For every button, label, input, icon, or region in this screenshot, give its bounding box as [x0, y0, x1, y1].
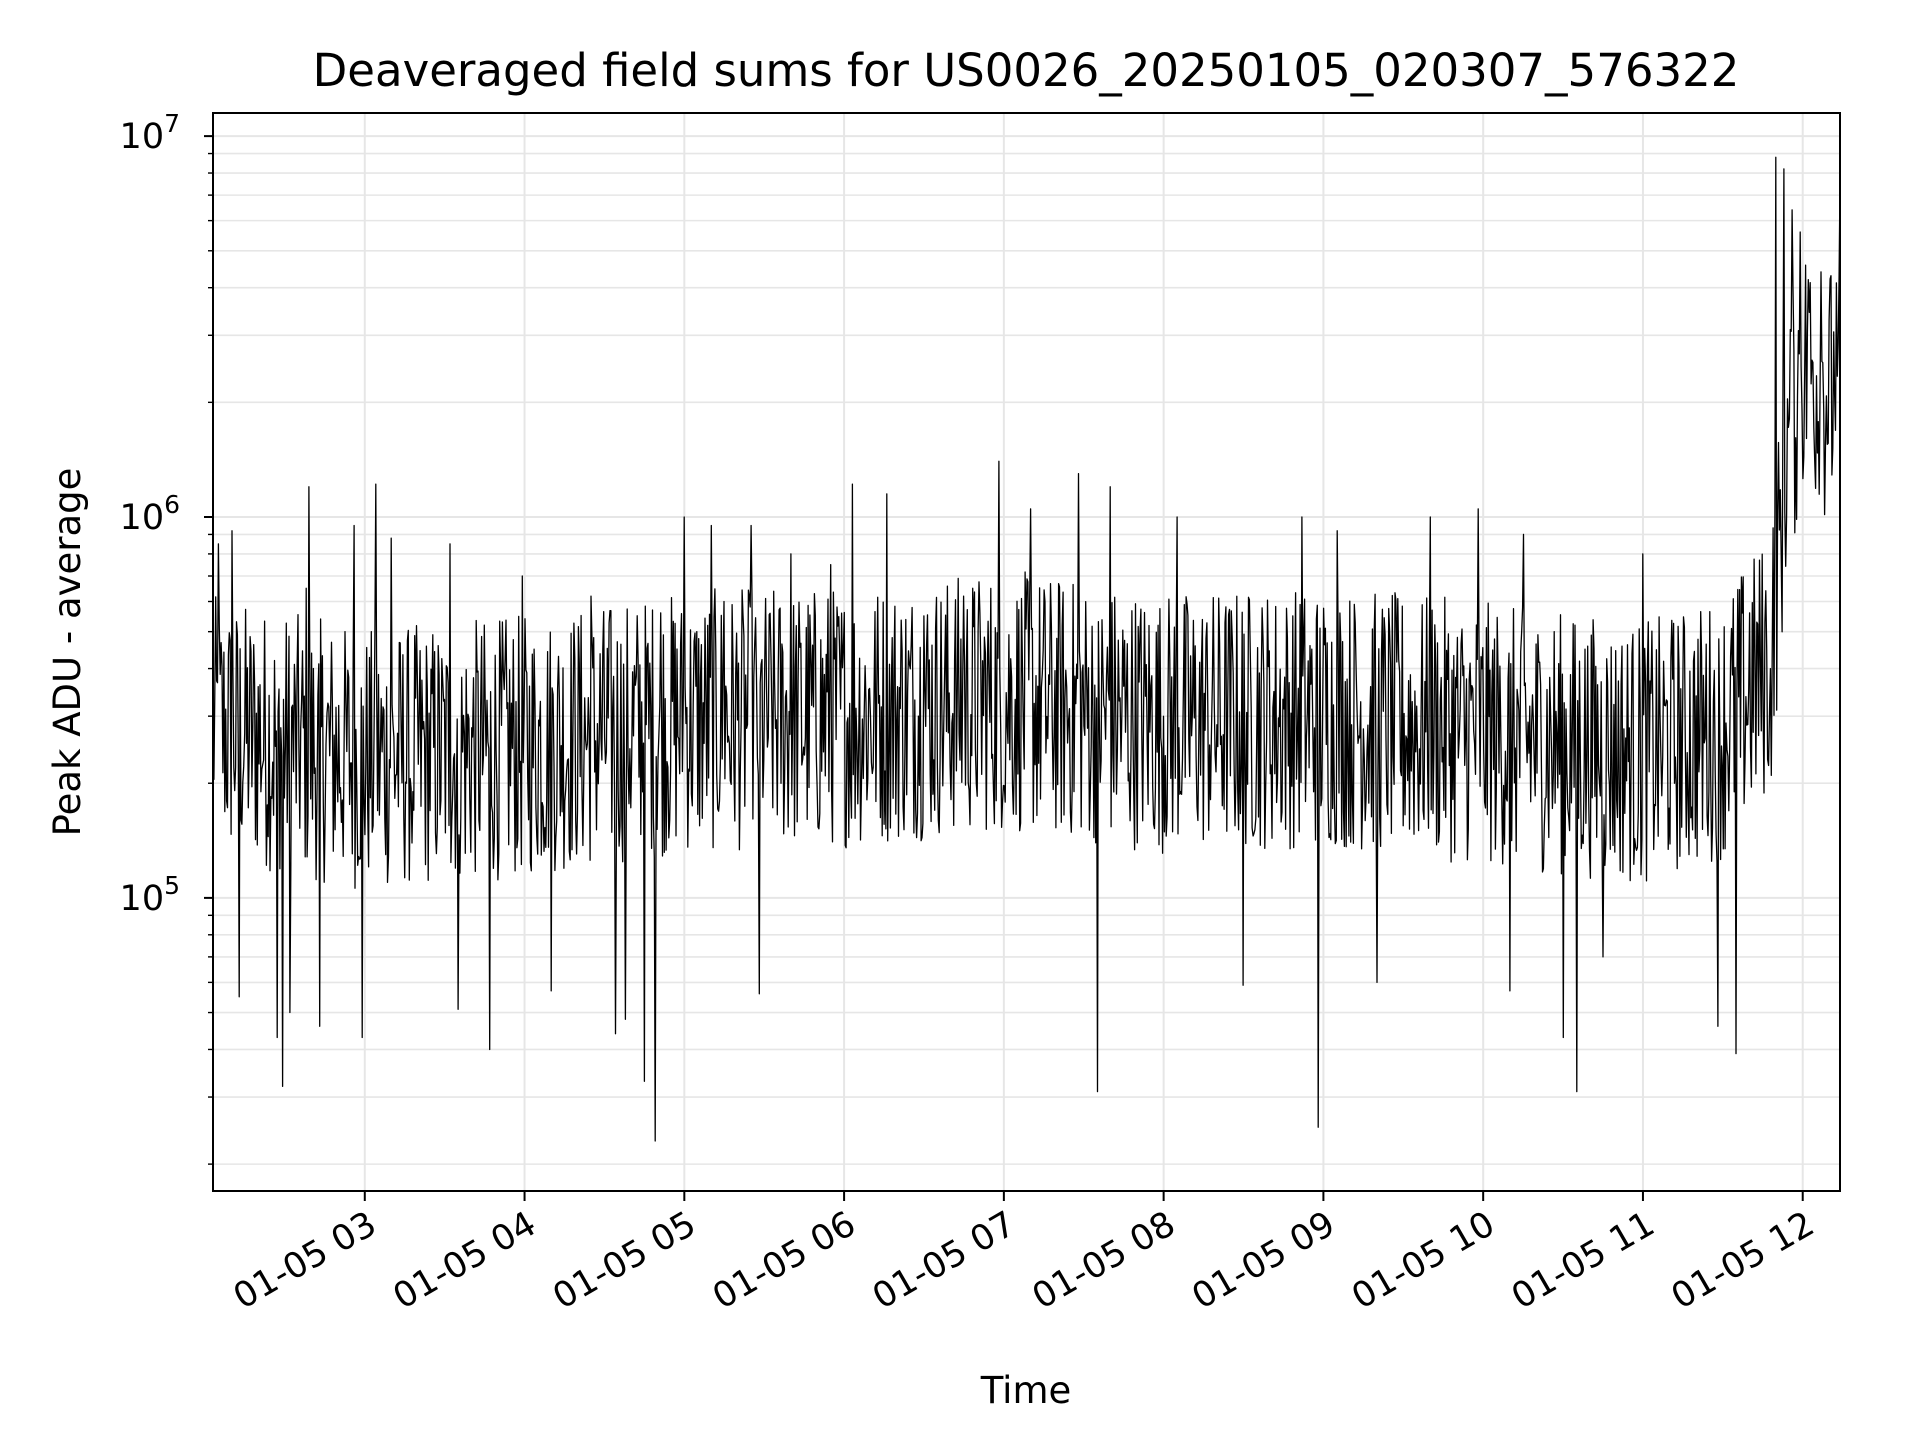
- y-axis-label: Peak ADU - average: [46, 468, 89, 837]
- x-tick-label: 01-05 12: [1665, 1204, 1821, 1317]
- x-tick-label: 01-05 06: [706, 1204, 862, 1317]
- y-tick-label: 105: [120, 871, 180, 919]
- x-tick-label: 01-05 03: [227, 1204, 383, 1317]
- y-axis: 105 106 107: [120, 109, 213, 1165]
- y-tick-label: 106: [120, 490, 180, 538]
- x-tick-label: 01-05 09: [1186, 1204, 1342, 1317]
- y-tick-label: 107: [120, 109, 180, 157]
- series-line: [212, 156, 1841, 1142]
- x-tick-label: 01-05 04: [387, 1204, 543, 1317]
- plot-frame: [212, 112, 1841, 1192]
- x-tick-label: 01-05 05: [547, 1204, 703, 1317]
- x-tick-label: 01-05 11: [1505, 1204, 1661, 1317]
- x-axis: 01-05 03 01-05 04 01-05 05 01-05 06 01-05 07…: [227, 1191, 1821, 1317]
- x-tick-label: 01-05 07: [866, 1204, 1022, 1317]
- x-axis-label: Time: [980, 1369, 1072, 1412]
- chart-title: Deaveraged field sums for US0026_2025010…: [313, 44, 1740, 97]
- grid-lines: [213, 113, 1840, 1191]
- x-tick-label: 01-05 10: [1345, 1204, 1501, 1317]
- x-tick-label: 01-05 08: [1026, 1204, 1182, 1317]
